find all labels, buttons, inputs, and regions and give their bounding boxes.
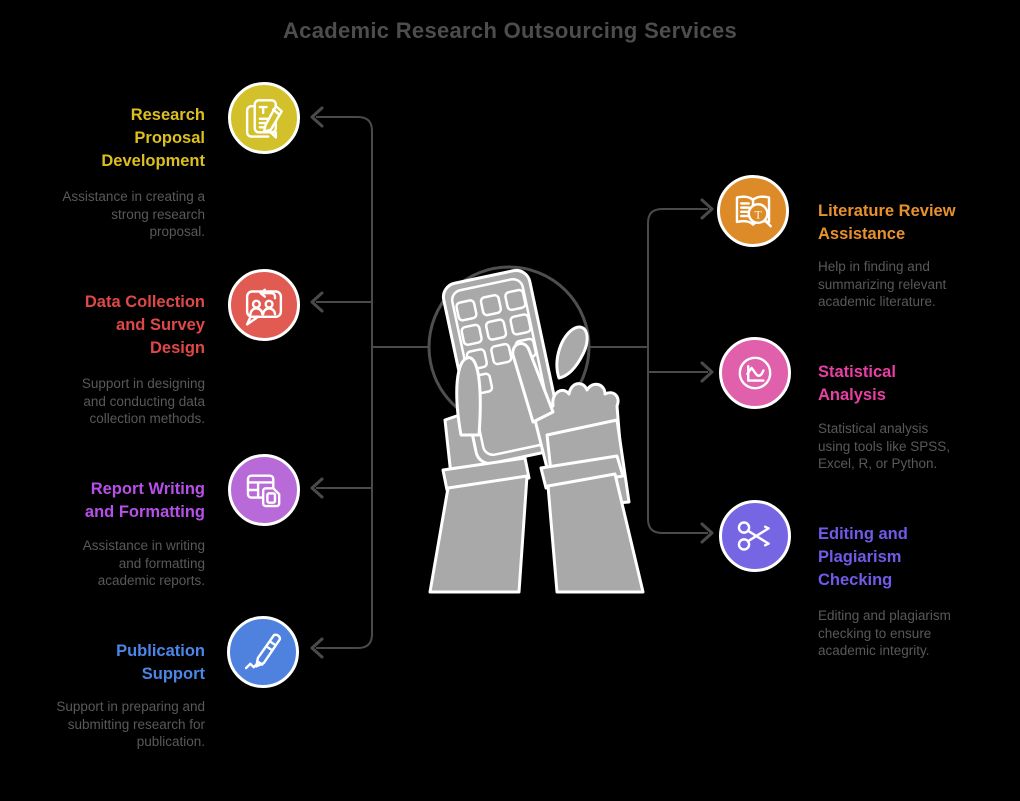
item-description: Statistical analysis using tools like SP… [818, 421, 951, 471]
item-title: Statistical Analysis [818, 363, 896, 404]
arrow-left-icon [310, 637, 324, 659]
item-description: Editing and plagiarism checking to ensur… [818, 608, 951, 658]
arrow-right-icon [700, 198, 714, 220]
page-title: Academic Research Outsourcing Services [282, 18, 738, 43]
pen-signature-icon [227, 616, 299, 688]
item-description: Assistance in writing and formatting aca… [82, 538, 205, 588]
arrow-left-icon [310, 291, 324, 313]
connector-right [588, 198, 714, 544]
arrow-right-icon [700, 522, 714, 544]
book-magnifier-icon: T [717, 175, 789, 247]
svg-text:T: T [754, 208, 762, 222]
item-description: Assistance in creating a strong research… [62, 189, 205, 239]
item-title: Research Proposal Development [101, 106, 205, 170]
item-title: Literature Review Assistance [818, 202, 956, 243]
item-title: Data Collection and Survey Design [84, 293, 205, 357]
arrow-right-icon [700, 361, 714, 383]
hands-phone-illustration [427, 265, 645, 594]
item-title: Publication Support [116, 642, 205, 683]
line-chart-icon [719, 337, 791, 409]
report-table-icon [228, 454, 300, 526]
item-title: Report Writing and Formatting [84, 480, 205, 521]
connector-left [310, 106, 430, 659]
item-description: Support in designing and conducting data… [81, 376, 205, 426]
document-pencil-icon [228, 82, 300, 154]
item-title: Editing and Plagiarism Checking [818, 525, 908, 589]
item-description: Support in preparing and submitting rese… [56, 699, 205, 749]
item-description: Help in finding and summarizing relevant… [818, 259, 947, 309]
scissors-icon [719, 500, 791, 572]
survey-chat-icon [228, 269, 300, 341]
arrow-left-icon [310, 106, 324, 128]
arrow-left-icon [310, 477, 324, 499]
